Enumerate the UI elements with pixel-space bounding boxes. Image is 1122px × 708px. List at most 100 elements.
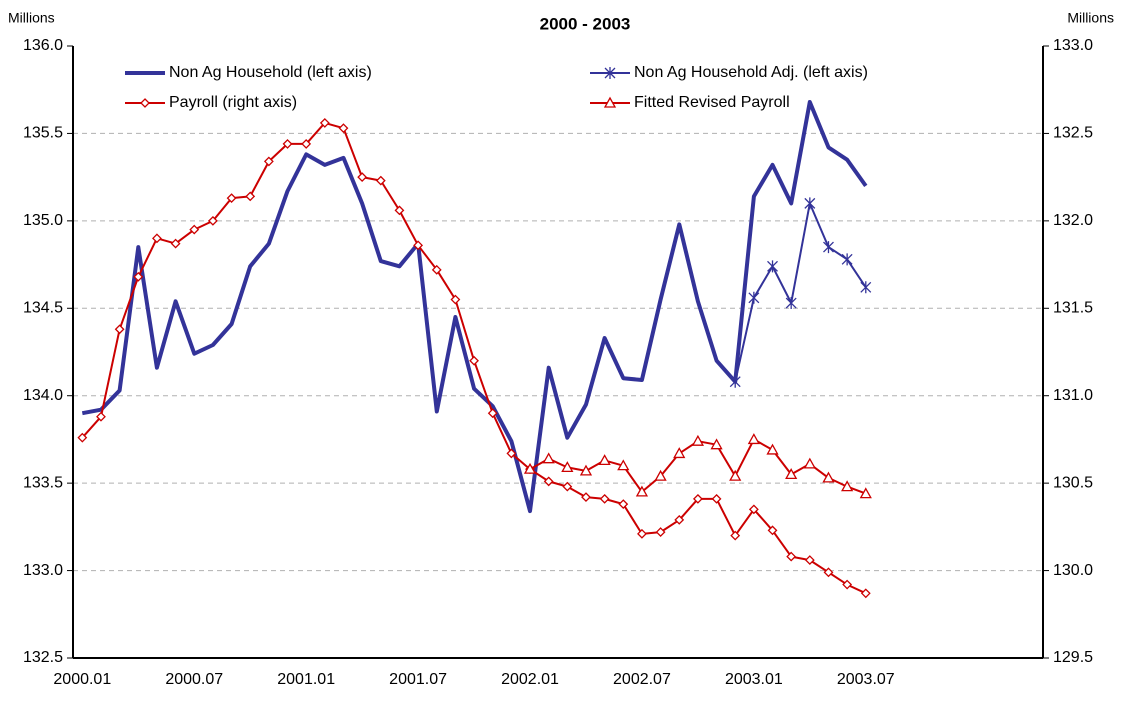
- point: [804, 555, 815, 565]
- point: [785, 468, 798, 480]
- x-tick-label: 2003.01: [725, 671, 783, 688]
- point: [598, 454, 611, 466]
- point: [822, 471, 835, 483]
- point: [635, 485, 649, 497]
- y-tick-label: 136.0: [23, 37, 63, 54]
- point: [450, 294, 461, 305]
- point: [748, 291, 760, 304]
- point: [711, 493, 722, 504]
- legend-marker: [140, 98, 150, 108]
- point: [748, 504, 759, 515]
- y2-tick-label: 132.0: [1053, 212, 1093, 229]
- x-tick-label: 2003.07: [837, 671, 895, 688]
- y-tick-label: 132.5: [23, 649, 63, 666]
- y-tick-label: 133.0: [23, 562, 63, 579]
- point: [487, 408, 498, 419]
- point: [189, 224, 200, 235]
- y2-tick-label: 131.0: [1053, 387, 1093, 404]
- point: [338, 123, 349, 134]
- x-tick-label: 2001.07: [389, 671, 447, 688]
- x-tick-label: 2002.01: [501, 671, 559, 688]
- series-line: [734, 202, 867, 382]
- x-tick-label: 2000.07: [165, 671, 223, 688]
- point: [579, 464, 593, 476]
- point: [245, 191, 256, 202]
- point: [842, 579, 853, 590]
- point: [637, 528, 647, 539]
- point: [766, 443, 779, 455]
- point: [581, 492, 591, 503]
- point: [542, 452, 555, 464]
- point: [523, 462, 537, 474]
- point: [394, 205, 405, 216]
- y2-tick-label: 131.5: [1053, 300, 1093, 317]
- point: [730, 530, 741, 541]
- point: [691, 434, 705, 446]
- legend-marker: [604, 67, 616, 79]
- point: [767, 260, 778, 273]
- point: [692, 493, 703, 504]
- point: [170, 238, 181, 249]
- point: [823, 241, 834, 254]
- legend-label: Payroll (right axis): [169, 94, 297, 111]
- point: [654, 469, 667, 481]
- point: [841, 480, 854, 492]
- point: [860, 281, 872, 294]
- point: [561, 461, 574, 473]
- point: [375, 175, 386, 186]
- point: [207, 215, 218, 226]
- point: [710, 438, 723, 450]
- y-axis-label: Millions: [8, 10, 55, 26]
- y2-tick-label: 130.5: [1053, 474, 1093, 491]
- point: [506, 448, 517, 459]
- point: [617, 459, 630, 471]
- point: [226, 193, 237, 204]
- y-tick-label: 134.0: [23, 387, 63, 404]
- point: [413, 240, 424, 251]
- point: [618, 499, 629, 510]
- point: [319, 118, 330, 128]
- point: [767, 525, 778, 536]
- y2-tick-label: 132.5: [1053, 125, 1093, 142]
- legend-label: Fitted Revised Payroll: [634, 94, 790, 111]
- x-tick-label: 2000.01: [53, 671, 111, 688]
- point: [655, 527, 666, 538]
- point: [841, 253, 853, 266]
- point: [786, 551, 797, 562]
- point: [729, 375, 741, 388]
- y2-tick-label: 129.5: [1053, 649, 1093, 666]
- point: [114, 324, 125, 335]
- legend-label: Non Ag Household (left axis): [169, 64, 372, 81]
- point: [804, 197, 816, 210]
- point: [747, 433, 760, 445]
- x-tick-label: 2002.07: [613, 671, 671, 688]
- chart-subtitle: 2000 - 2003: [540, 14, 631, 33]
- y2-tick-label: 130.0: [1053, 562, 1093, 579]
- point: [152, 233, 162, 244]
- point: [859, 487, 872, 499]
- point: [133, 271, 144, 282]
- point: [282, 139, 293, 149]
- point: [599, 493, 610, 504]
- point: [823, 567, 834, 578]
- point: [96, 411, 106, 422]
- point: [357, 172, 368, 183]
- series-line: [529, 438, 867, 495]
- point: [729, 469, 742, 481]
- point: [431, 264, 442, 275]
- legend-label: Non Ag Household Adj. (left axis): [634, 64, 868, 81]
- y-tick-label: 135.0: [23, 212, 63, 229]
- y2-axis-label: Millions: [1067, 10, 1114, 26]
- y-tick-label: 134.5: [23, 300, 63, 317]
- point: [673, 447, 686, 459]
- point: [860, 588, 871, 599]
- legend-marker: [603, 96, 617, 108]
- point: [77, 432, 88, 443]
- point: [543, 476, 554, 487]
- point: [263, 156, 274, 167]
- x-tick-label: 2001.01: [277, 671, 335, 688]
- y-tick-label: 135.5: [23, 125, 63, 142]
- point: [785, 297, 797, 310]
- point: [674, 514, 685, 525]
